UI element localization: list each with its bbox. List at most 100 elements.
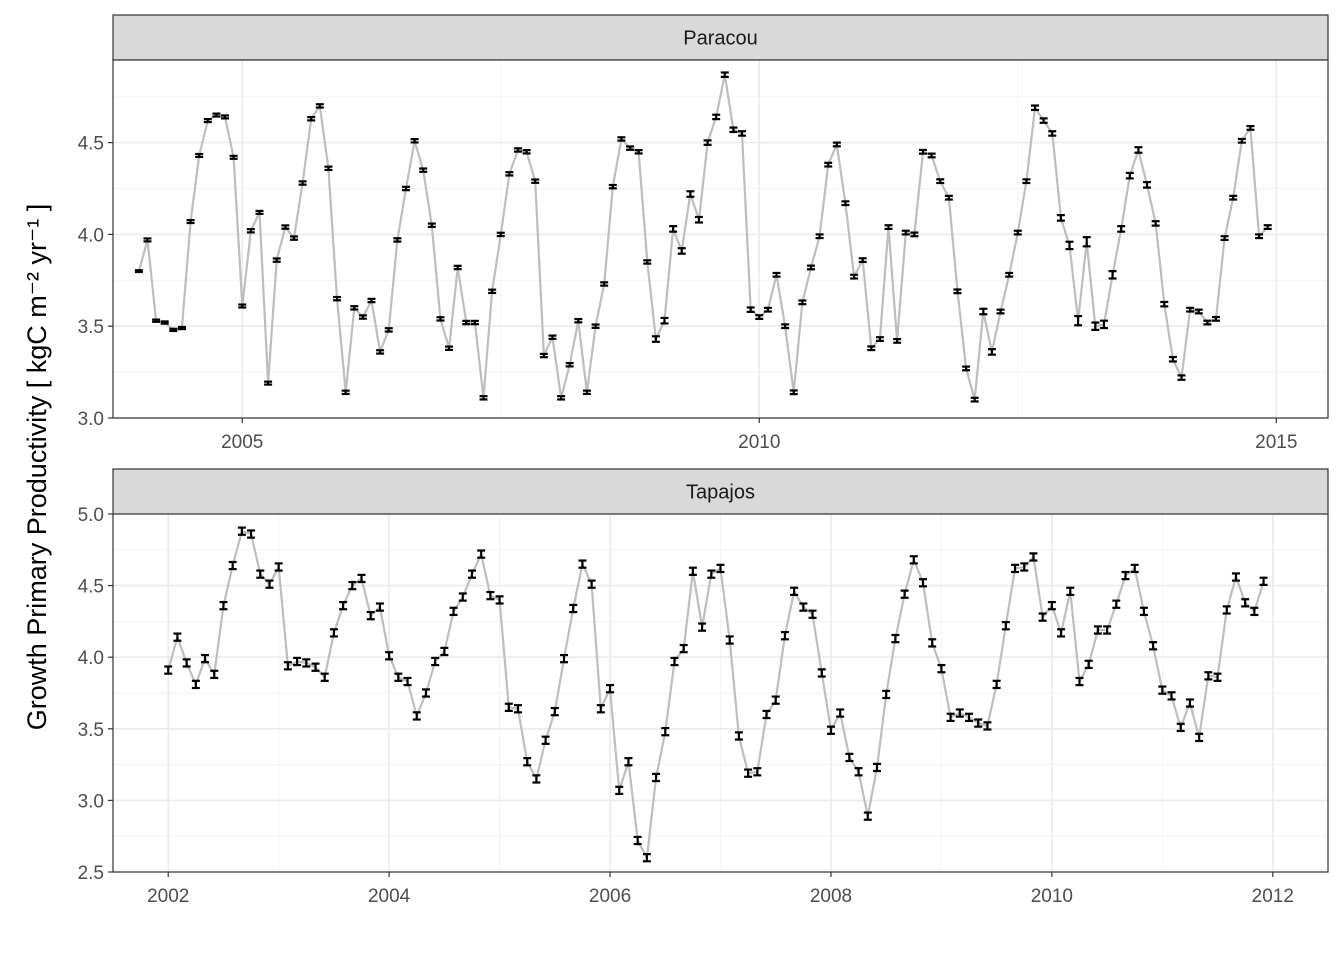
gpp-errorbar [246, 227, 255, 234]
gpp-errorbar [201, 653, 210, 664]
gpp-errorbar [1020, 562, 1029, 572]
gpp-errorbar [514, 704, 522, 714]
gpp-errorbar [762, 709, 771, 720]
gpp-errorbar [247, 529, 256, 539]
gpp-errorbar [900, 589, 909, 599]
gpp-errorbar [1143, 180, 1152, 189]
gpp-errorbar [1160, 300, 1169, 308]
gpp-errorbar [550, 706, 559, 717]
gpp-errorbar [1029, 552, 1038, 562]
gpp-errorbar [1047, 600, 1056, 611]
gpp-errorbar [979, 307, 988, 316]
gpp-errorbar [307, 115, 316, 122]
gpp-errorbar [195, 152, 204, 159]
gpp-errorbar [1022, 178, 1031, 185]
gpp-errorbar [177, 325, 186, 331]
gpp-errorbar [264, 380, 273, 386]
gpp-errorbar [1065, 240, 1074, 251]
gpp-errorbar [477, 549, 486, 559]
gpp-errorbar [679, 643, 688, 654]
gpp-errorbar [436, 316, 445, 322]
gpp-errorbar [320, 672, 329, 682]
gpp-errorbar [1246, 124, 1255, 131]
gpp-errorbar [1001, 621, 1010, 631]
gpp-errorbar [315, 103, 324, 109]
gpp-errorbar [1066, 586, 1075, 597]
gpp-errorbar [1139, 606, 1148, 617]
gpp-errorbar [578, 559, 587, 569]
gpp-errorbar [470, 319, 479, 326]
gpp-errorbar [1177, 374, 1186, 381]
gpp-errorbar [531, 178, 540, 184]
gpp-errorbar [401, 185, 410, 192]
gpp-errorbar [686, 190, 695, 198]
panel-tapajos: Tapajos 2.5 3.0 3.5 4.0 4.5 5.0 2002 2004 2006 200… [78, 468, 1329, 907]
gpp-errorbar [707, 569, 716, 579]
gpp-errorbar [574, 317, 583, 324]
gpp-errorbar [302, 658, 311, 668]
gpp-errorbar [720, 71, 729, 78]
gpp-errorbar [182, 658, 191, 668]
gpp-errorbar [1013, 229, 1022, 236]
gpp-errorbar [872, 762, 881, 773]
gpp-errorbar [669, 225, 678, 233]
y-tick-label: 5.0 [78, 505, 104, 526]
gpp-errorbar [642, 852, 651, 863]
gpp-errorbar [339, 600, 348, 611]
gpp-errorbar [1195, 732, 1204, 743]
gpp-errorbar [1130, 563, 1139, 574]
gpp-errorbar [937, 663, 946, 674]
gpp-errorbar [504, 702, 513, 713]
gpp-errorbar [624, 757, 633, 767]
gpp-errorbar [944, 194, 953, 201]
gpp-errorbar [358, 314, 367, 320]
panel-paracou: Paracou 3.0 3.5 4.0 4.5 2005 2010 2015 [78, 14, 1329, 453]
gpp-errorbar [265, 579, 274, 589]
gpp-errorbar [832, 141, 841, 148]
gpp-errorbar [289, 235, 298, 241]
y-tick-label: 4.0 [78, 648, 104, 669]
x-tick-label: 2006 [589, 886, 631, 907]
gpp-errorbar [955, 708, 964, 718]
gpp-errorbar [910, 231, 919, 238]
gpp-errorbar [781, 323, 790, 330]
gpp-errorbar [606, 684, 615, 694]
gpp-errorbar [203, 118, 212, 124]
gpp-errorbar [152, 318, 161, 323]
gpp-errorbar [789, 389, 798, 396]
gpp-errorbar [505, 171, 514, 177]
gpp-errorbar [817, 668, 826, 678]
gpp-errorbar [946, 712, 955, 723]
gpp-errorbar [919, 578, 927, 588]
gpp-errorbar [919, 148, 927, 155]
gpp-errorbar [1074, 315, 1083, 327]
gpp-errorbar [927, 152, 936, 159]
gpp-errorbar [1231, 572, 1240, 582]
gpp-errorbar [479, 395, 488, 401]
gpp-errorbar [1084, 659, 1093, 670]
gpp-errorbar [996, 308, 1005, 315]
gpp-errorbar [1112, 599, 1121, 609]
gpp-errorbar [845, 752, 854, 763]
gpp-errorbar [569, 603, 578, 614]
gpp-errorbar [716, 563, 725, 574]
gpp-errorbar [565, 362, 574, 368]
y-tick-label: 4.5 [78, 577, 104, 598]
gpp-errorbar [617, 136, 626, 142]
gpp-errorbar [1255, 233, 1264, 240]
gpp-errorbar [272, 257, 281, 263]
gpp-errorbar [808, 609, 817, 619]
gpp-errorbar [486, 590, 495, 601]
y-tick-label: 4.0 [78, 225, 104, 246]
gpp-errorbar [698, 622, 707, 632]
gpp-errorbar [738, 130, 747, 137]
gpp-errorbar [1149, 641, 1158, 651]
gpp-errorbar [283, 661, 292, 671]
gpp-errorbar [1093, 625, 1102, 635]
x-tick-label: 2015 [1255, 432, 1297, 453]
gpp-errorbar [522, 149, 531, 155]
gpp-errorbar [970, 396, 979, 403]
gpp-errorbar [419, 167, 428, 173]
gpp-errorbar [660, 316, 669, 325]
